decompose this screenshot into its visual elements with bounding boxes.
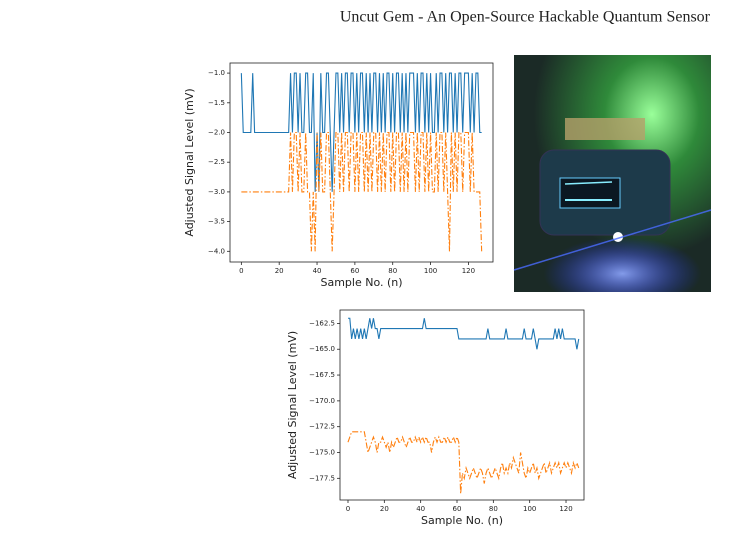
x-tick-label: 80 — [388, 267, 397, 275]
x-tick-label: 20 — [380, 505, 389, 513]
y-tick-label: −167.5 — [309, 371, 335, 379]
y-axis-label: Adjusted Signal Level (mV) — [183, 88, 196, 236]
y-tick-label: −172.5 — [309, 423, 335, 431]
page-title: Uncut Gem - An Open-Source Hackable Quan… — [340, 9, 711, 26]
data-line — [240, 72, 482, 192]
y-tick-label: −177.5 — [309, 474, 335, 482]
axes-frame — [339, 309, 585, 501]
y-tick-label: −3.5 — [208, 218, 225, 226]
x-tick-label: 100 — [523, 505, 536, 513]
x-tick-label: 60 — [453, 505, 462, 513]
x-tick-label: 0 — [239, 267, 243, 275]
x-tick-label: 120 — [462, 267, 475, 275]
x-tick-label: 80 — [489, 505, 498, 513]
y-tick-label: −170.0 — [309, 397, 335, 405]
chart: 0 20 40 60 80 100 120 −162.5 −165.0 −167.5 −170.0 −… — [286, 309, 585, 527]
y-tick-label: −2.5 — [208, 158, 225, 166]
x-tick-label: 60 — [350, 267, 359, 275]
data-line — [347, 431, 580, 494]
y-tick-label: −165.0 — [309, 345, 335, 353]
axes-frame — [229, 62, 494, 263]
y-tick-label: −3.0 — [208, 188, 225, 196]
y-tick-label: −2.0 — [208, 129, 225, 137]
y-axis-label: Adjusted Signal Level (mV) — [286, 331, 299, 479]
x-tick-label: 0 — [346, 505, 350, 513]
y-tick-label: −1.0 — [208, 69, 225, 77]
x-tick-label: 20 — [275, 267, 284, 275]
x-axis-label: Sample No. (n) — [320, 276, 402, 289]
x-tick-label: 40 — [416, 505, 425, 513]
data-line — [347, 317, 580, 350]
x-tick-label: 100 — [424, 267, 437, 275]
y-tick-label: −1.5 — [208, 99, 225, 107]
y-tick-label: −4.0 — [208, 247, 225, 255]
data-line — [241, 131, 483, 252]
device-photo — [513, 55, 712, 292]
chart: 0 20 40 60 80 100 120 −1.0 −1.5 −2.0 −2.5 −3.0 −3.5 −… — [183, 62, 494, 289]
x-tick-label: 40 — [313, 267, 322, 275]
x-tick-label: 120 — [559, 505, 572, 513]
y-tick-label: −175.0 — [309, 449, 335, 457]
x-axis-label: Sample No. (n) — [421, 514, 503, 527]
y-tick-label: −162.5 — [309, 319, 335, 327]
